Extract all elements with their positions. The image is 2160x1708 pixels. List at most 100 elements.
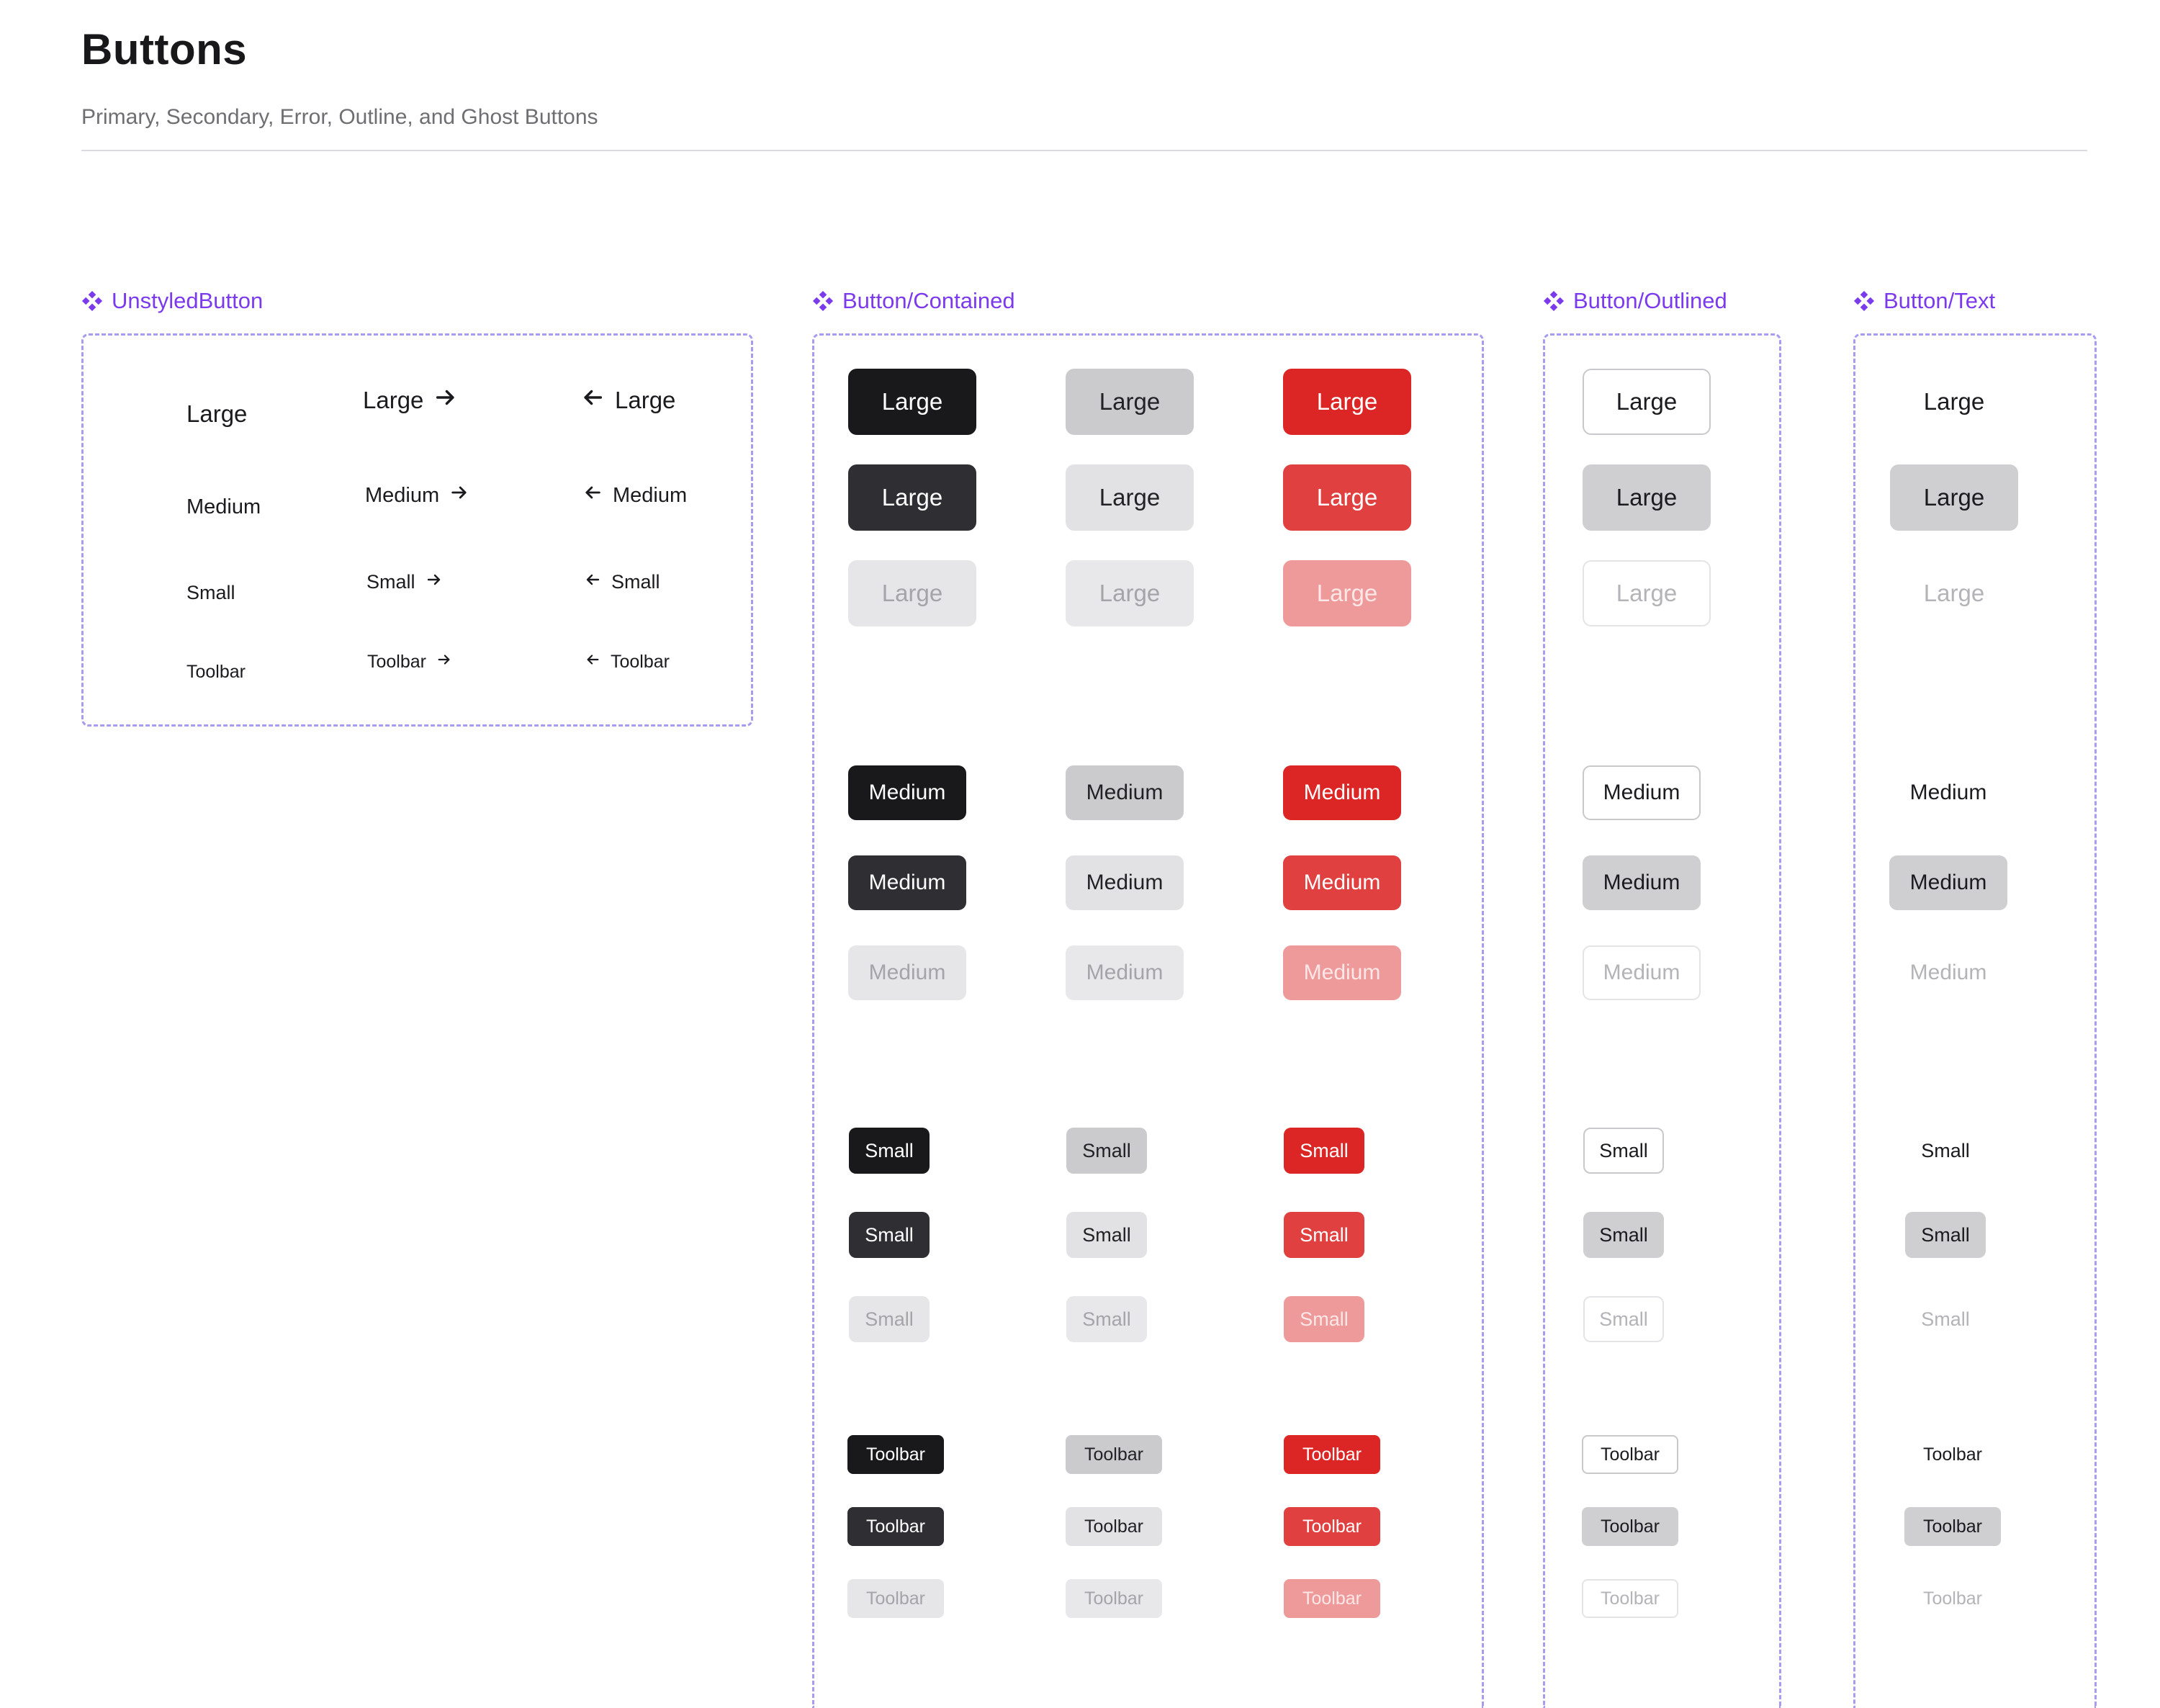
contained-error-large-default-button[interactable]: Large xyxy=(1283,369,1411,435)
button-label: Large xyxy=(615,387,676,413)
contained-secondary-large-hover-button[interactable]: Large xyxy=(1066,464,1194,531)
outlined-large-disabled-button[interactable]: Large xyxy=(1583,560,1711,626)
unstyled-toolbar-trailing-icon-button[interactable]: Toolbar xyxy=(367,652,452,673)
outlined-large-hover-button[interactable]: Large xyxy=(1583,464,1711,531)
unstyled-small-button[interactable]: Small xyxy=(186,582,235,604)
unstyled-toolbar-leading-icon-button[interactable]: Toolbar xyxy=(585,652,670,673)
contained-error-small-hover-button[interactable]: Small xyxy=(1284,1212,1364,1258)
outlined-small-hover-button[interactable]: Small xyxy=(1583,1212,1664,1258)
unstyled-large-trailing-icon-button[interactable]: Large xyxy=(363,385,458,415)
contained-error-small-default-button[interactable]: Small xyxy=(1284,1128,1364,1174)
outlined-small-default-button[interactable]: Small xyxy=(1583,1128,1664,1174)
button-label: Medium xyxy=(1909,961,1987,984)
outlined-small-disabled-button[interactable]: Small xyxy=(1583,1296,1664,1342)
contained-secondary-medium-disabled-button[interactable]: Medium xyxy=(1066,945,1184,1000)
contained-secondary-small-hover-button[interactable]: Small xyxy=(1066,1212,1147,1258)
button-label: Toolbar xyxy=(1923,1588,1982,1609)
outlined-medium-default-button[interactable]: Medium xyxy=(1583,765,1701,820)
text-medium-hover-button[interactable]: Medium xyxy=(1889,855,2007,910)
text-large-hover-button[interactable]: Large xyxy=(1890,464,2018,531)
contained-primary-toolbar-disabled-button[interactable]: Toolbar xyxy=(847,1579,944,1618)
contained-primary-large-default-button[interactable]: Large xyxy=(848,369,976,435)
contained-secondary-medium-default-button[interactable]: Medium xyxy=(1066,765,1184,820)
button-label: Large xyxy=(1316,484,1378,511)
unstyled-toolbar-button[interactable]: Toolbar xyxy=(186,662,246,683)
button-label: Toolbar xyxy=(611,651,670,672)
contained-primary-medium-hover-button[interactable]: Medium xyxy=(848,855,966,910)
contained-primary-toolbar-default-button[interactable]: Toolbar xyxy=(847,1435,944,1474)
contained-secondary-large-default-button[interactable]: Large xyxy=(1066,369,1194,435)
contained-error-large-hover-button[interactable]: Large xyxy=(1283,464,1411,531)
button-label: Large xyxy=(881,388,943,415)
button-label: Toolbar xyxy=(1084,1516,1143,1537)
button-label: Medium xyxy=(1909,871,1987,894)
outlined-toolbar-disabled-button[interactable]: Toolbar xyxy=(1582,1579,1678,1618)
text-toolbar-hover-button[interactable]: Toolbar xyxy=(1904,1507,2001,1546)
unstyled-large-leading-icon-button[interactable]: Large xyxy=(580,385,675,415)
button-label: Small xyxy=(1599,1139,1648,1161)
unstyled-small-trailing-icon-button[interactable]: Small xyxy=(366,571,443,593)
contained-primary-small-default-button[interactable]: Small xyxy=(849,1128,930,1174)
button-label: Small xyxy=(1921,1223,1970,1246)
button-label: Small xyxy=(865,1223,914,1246)
contained-secondary-large-disabled-button[interactable]: Large xyxy=(1066,560,1194,626)
section-label-contained-text: Button/Contained xyxy=(842,288,1015,313)
contained-error-small-disabled-button[interactable]: Small xyxy=(1284,1296,1364,1342)
text-large-disabled-button[interactable]: Large xyxy=(1890,560,2018,626)
text-toolbar-default-button[interactable]: Toolbar xyxy=(1904,1435,2001,1474)
button-label: Large xyxy=(1616,484,1678,511)
text-small-hover-button[interactable]: Small xyxy=(1905,1212,1986,1258)
outlined-large-default-button[interactable]: Large xyxy=(1583,369,1711,435)
text-medium-default-button[interactable]: Medium xyxy=(1889,765,2007,820)
frame-unstyled xyxy=(81,333,753,727)
contained-error-medium-disabled-button[interactable]: Medium xyxy=(1283,945,1401,1000)
button-label: Large xyxy=(1923,484,1985,511)
button-label: Toolbar xyxy=(1302,1444,1362,1465)
contained-secondary-toolbar-default-button[interactable]: Toolbar xyxy=(1066,1435,1162,1474)
section-label-contained: Button/Contained xyxy=(812,288,1015,314)
unstyled-large-button[interactable]: Large xyxy=(186,400,247,428)
outlined-toolbar-hover-button[interactable]: Toolbar xyxy=(1582,1507,1678,1546)
contained-secondary-medium-hover-button[interactable]: Medium xyxy=(1066,855,1184,910)
contained-error-toolbar-default-button[interactable]: Toolbar xyxy=(1284,1435,1380,1474)
text-toolbar-disabled-button[interactable]: Toolbar xyxy=(1904,1579,2001,1618)
unstyled-medium-trailing-icon-button[interactable]: Medium xyxy=(365,482,469,508)
contained-error-toolbar-disabled-button[interactable]: Toolbar xyxy=(1284,1579,1380,1618)
arrow-right-icon xyxy=(433,385,458,415)
contained-primary-medium-disabled-button[interactable]: Medium xyxy=(848,945,966,1000)
button-label: Large xyxy=(1616,580,1678,606)
contained-primary-medium-default-button[interactable]: Medium xyxy=(848,765,966,820)
contained-secondary-toolbar-disabled-button[interactable]: Toolbar xyxy=(1066,1579,1162,1618)
contained-primary-large-disabled-button[interactable]: Large xyxy=(848,560,976,626)
button-label: Small xyxy=(1921,1308,1970,1330)
outlined-toolbar-default-button[interactable]: Toolbar xyxy=(1582,1435,1678,1474)
arrow-left-icon xyxy=(585,652,600,673)
contained-secondary-toolbar-hover-button[interactable]: Toolbar xyxy=(1066,1507,1162,1546)
button-label: Medium xyxy=(868,961,946,984)
unstyled-medium-button[interactable]: Medium xyxy=(186,495,261,519)
unstyled-medium-leading-icon-button[interactable]: Medium xyxy=(582,482,687,508)
button-label: Medium xyxy=(186,495,261,518)
contained-error-large-disabled-button[interactable]: Large xyxy=(1283,560,1411,626)
unstyled-small-leading-icon-button[interactable]: Small xyxy=(584,571,660,593)
contained-primary-small-hover-button[interactable]: Small xyxy=(849,1212,930,1258)
text-large-default-button[interactable]: Large xyxy=(1890,369,2018,435)
contained-primary-large-hover-button[interactable]: Large xyxy=(848,464,976,531)
contained-primary-small-disabled-button[interactable]: Small xyxy=(849,1296,930,1342)
button-label: Large xyxy=(1923,580,1985,606)
outlined-medium-disabled-button[interactable]: Medium xyxy=(1583,945,1701,1000)
text-small-default-button[interactable]: Small xyxy=(1905,1128,1986,1174)
contained-secondary-small-disabled-button[interactable]: Small xyxy=(1066,1296,1147,1342)
button-label: Medium xyxy=(1303,961,1381,984)
contained-primary-toolbar-hover-button[interactable]: Toolbar xyxy=(847,1507,944,1546)
text-medium-disabled-button[interactable]: Medium xyxy=(1889,945,2007,1000)
contained-error-medium-hover-button[interactable]: Medium xyxy=(1283,855,1401,910)
outlined-medium-hover-button[interactable]: Medium xyxy=(1583,855,1701,910)
button-label: Small xyxy=(1082,1223,1131,1246)
contained-secondary-small-default-button[interactable]: Small xyxy=(1066,1128,1147,1174)
contained-error-toolbar-hover-button[interactable]: Toolbar xyxy=(1284,1507,1380,1546)
contained-error-medium-default-button[interactable]: Medium xyxy=(1283,765,1401,820)
button-label: Small xyxy=(1300,1223,1349,1246)
text-small-disabled-button[interactable]: Small xyxy=(1905,1296,1986,1342)
frame-text xyxy=(1853,333,2097,1708)
